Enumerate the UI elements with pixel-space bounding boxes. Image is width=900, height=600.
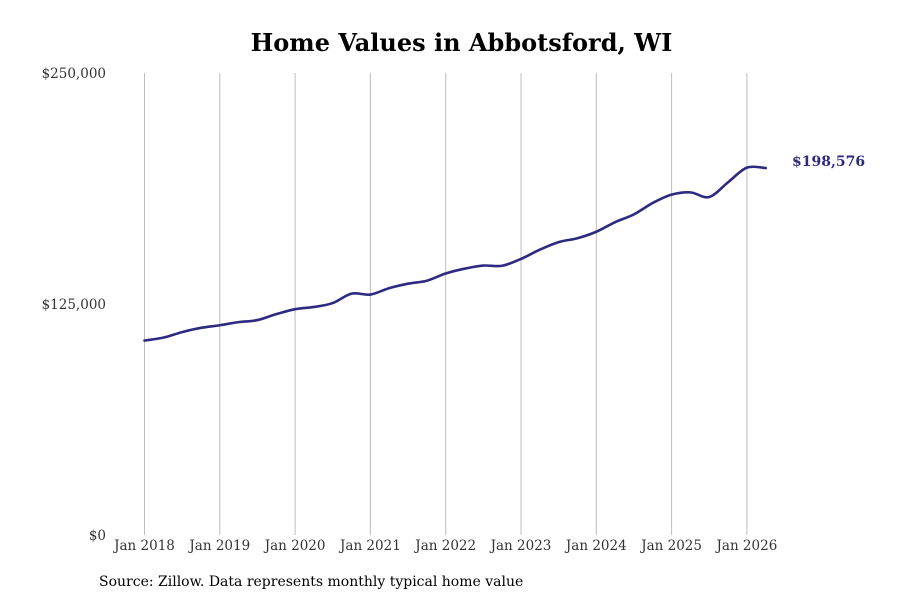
x-tick-label: Jan 2026	[714, 538, 777, 554]
end-value-label: $198,576	[792, 154, 865, 170]
x-tick-label: Jan 2022	[413, 538, 476, 554]
series-line	[143, 165, 768, 342]
y-tick-label: $0	[89, 528, 106, 544]
chart-title: Home Values in Abbotsford, WI	[250, 28, 673, 57]
end-label-layer: $198,576	[792, 154, 865, 170]
x-tick-label: Jan 2020	[263, 538, 326, 554]
series-layer	[143, 165, 768, 342]
x-tick-label: Jan 2024	[564, 538, 627, 554]
x-tick-label: Jan 2025	[639, 538, 702, 554]
x-tick-label: Jan 2023	[489, 538, 552, 554]
y-tick-label: $125,000	[42, 297, 106, 313]
y-axis-ticks: $0 $125,000 $250,000	[42, 66, 106, 544]
x-tick-label: Jan 2021	[338, 538, 401, 554]
y-tick-label: $250,000	[42, 66, 106, 82]
gridlines	[144, 73, 748, 535]
x-tick-label: Jan 2019	[187, 538, 250, 554]
x-tick-label: Jan 2018	[112, 538, 175, 554]
source-note: Source: Zillow. Data represents monthly …	[99, 574, 524, 590]
x-axis-ticks: Jan 2018 Jan 2019 Jan 2020 Jan 2021 Jan 2022…	[112, 538, 777, 554]
